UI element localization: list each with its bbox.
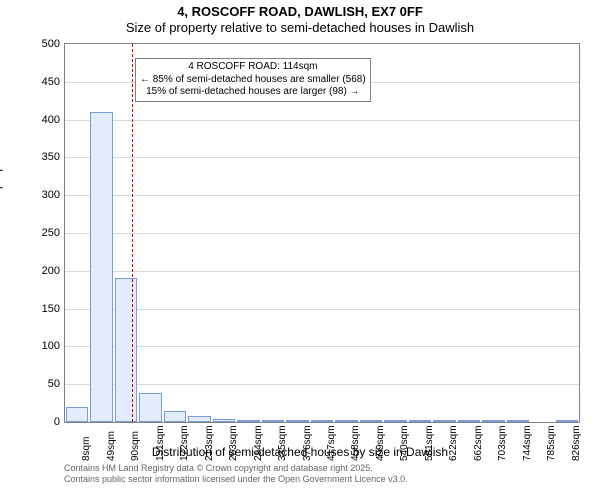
bar [360,420,383,422]
ytick-label: 500 [30,38,60,50]
credits-line2: Contains public sector information licen… [64,474,408,485]
bar [433,420,456,422]
xtick-label: 172sqm [179,425,190,461]
gridline-h [65,120,579,121]
ytick-label: 0 [30,416,60,428]
bar [311,420,334,422]
ytick-label: 450 [30,76,60,88]
bar [66,407,89,422]
xtick-label: 49sqm [106,431,117,461]
ytick-label: 300 [30,189,60,201]
bar [139,393,162,422]
xtick-label: 90sqm [130,431,141,461]
credits-block: Contains HM Land Registry data © Crown c… [64,463,408,486]
gridline-h [65,195,579,196]
ytick-label: 50 [30,378,60,390]
xtick-label: 662sqm [473,425,484,461]
gridline-h [65,346,579,347]
xtick-label: 131sqm [155,425,166,461]
bar [164,411,187,422]
bar [507,420,530,422]
xtick-label: 703sqm [497,425,508,461]
xtick-label: 540sqm [399,425,410,461]
bar [409,420,432,422]
xtick-label: 294sqm [253,425,264,461]
ytick-label: 400 [30,114,60,126]
gridline-h [65,233,579,234]
bar [262,420,285,422]
bar [335,420,358,422]
xtick-label: 458sqm [350,425,361,461]
chart-title-line2: Size of property relative to semi-detach… [0,20,600,35]
bar [384,420,407,422]
callout-line3: 15% of semi-detached houses are larger (… [140,86,366,99]
xtick-label: 335sqm [277,425,288,461]
ytick-label: 250 [30,227,60,239]
ytick-label: 200 [30,265,60,277]
chart-title-block: 4, ROSCOFF ROAD, DAWLISH, EX7 0FF Size o… [0,4,600,35]
callout-line2: ← 85% of semi-detached houses are smalle… [140,74,366,87]
callout-line1: 4 ROSCOFF ROAD: 114sqm [140,61,366,74]
gridline-h [65,157,579,158]
gridline-h [65,309,579,310]
bar [556,420,579,422]
xtick-label: 253sqm [228,425,239,461]
bar [286,420,309,422]
bar [482,420,505,422]
credits-line1: Contains HM Land Registry data © Crown c… [64,463,408,474]
ytick-label: 100 [30,340,60,352]
ytick-label: 350 [30,151,60,163]
xtick-label: 744sqm [522,425,533,461]
xtick-label: 622sqm [448,425,459,461]
plot-area: 4 ROSCOFF ROAD: 114sqm ← 85% of semi-det… [64,43,580,423]
gridline-h [65,384,579,385]
y-axis-label: Number of semi-detached properties [0,136,3,331]
bar [115,278,138,422]
xtick-label: 581sqm [424,425,435,461]
gridline-h [65,271,579,272]
chart-title-line1: 4, ROSCOFF ROAD, DAWLISH, EX7 0FF [0,4,600,19]
xtick-label: 8sqm [81,437,92,461]
xtick-label: 826sqm [571,425,582,461]
xtick-label: 499sqm [375,425,386,461]
xtick-label: 417sqm [326,425,337,461]
bar [90,112,113,422]
ytick-label: 150 [30,303,60,315]
bar [237,420,260,422]
bar [458,420,481,422]
bar [213,419,236,422]
xtick-label: 213sqm [204,425,215,461]
xtick-label: 376sqm [302,425,313,461]
xtick-label: 785sqm [546,425,557,461]
callout-box: 4 ROSCOFF ROAD: 114sqm ← 85% of semi-det… [135,58,371,102]
bar [188,416,211,422]
marker-line [132,44,133,422]
